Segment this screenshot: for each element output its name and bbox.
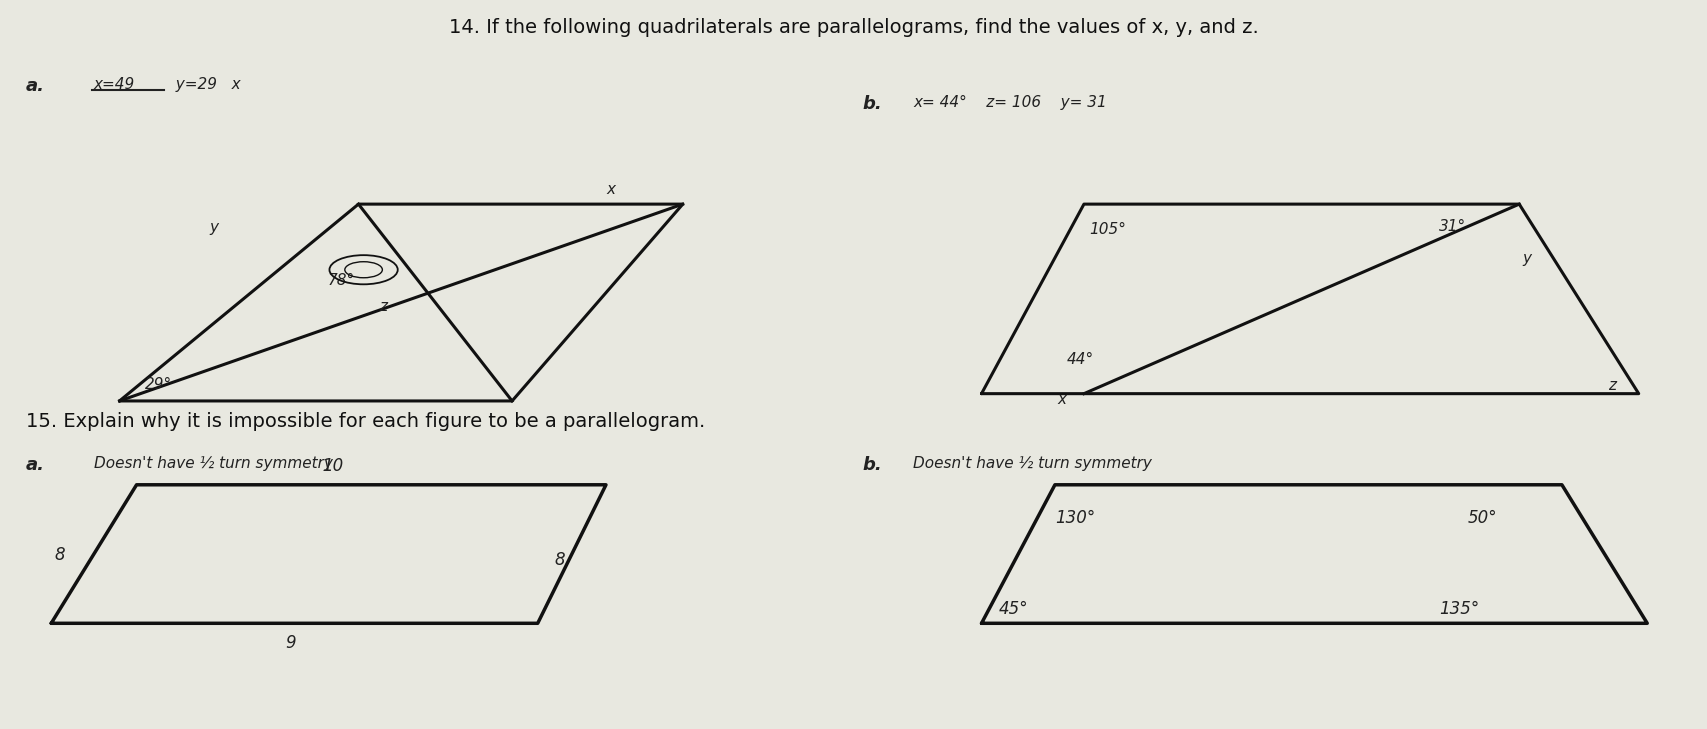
- Text: 78°: 78°: [328, 273, 355, 288]
- Text: 9: 9: [285, 634, 295, 652]
- Text: 105°: 105°: [1089, 222, 1127, 238]
- Text: y: y: [210, 220, 218, 235]
- Text: 44°: 44°: [1067, 351, 1094, 367]
- Text: y=29   x: y=29 x: [166, 77, 241, 92]
- Text: x: x: [606, 182, 615, 197]
- Text: 10: 10: [323, 457, 343, 475]
- Text: x= 44°    z= 106    y= 31: x= 44° z= 106 y= 31: [913, 95, 1108, 110]
- Text: z: z: [379, 299, 387, 314]
- Text: 8: 8: [555, 551, 565, 569]
- Text: x: x: [1058, 392, 1067, 408]
- Text: y: y: [1523, 252, 1531, 266]
- Text: 15. Explain why it is impossible for each figure to be a parallelogram.: 15. Explain why it is impossible for eac…: [26, 412, 705, 431]
- Text: 29°: 29°: [145, 377, 172, 392]
- Text: a.: a.: [26, 77, 44, 95]
- Text: 14. If the following quadrilaterals are parallelograms, find the values of x, y,: 14. If the following quadrilaterals are …: [449, 18, 1258, 37]
- Text: b.: b.: [862, 456, 883, 474]
- Text: x=49: x=49: [94, 77, 135, 92]
- Text: 130°: 130°: [1055, 509, 1096, 527]
- Text: Doesn't have ½ turn sy⁠mmetry: Doesn't have ½ turn sy⁠mmetry: [913, 456, 1152, 471]
- Text: Doesn't have ½ turn symmetry: Doesn't have ½ turn symmetry: [94, 456, 333, 471]
- Text: b.: b.: [862, 95, 883, 113]
- Text: z: z: [1608, 378, 1617, 393]
- Text: 31°: 31°: [1439, 219, 1466, 234]
- Text: 50°: 50°: [1468, 509, 1497, 527]
- Text: a.: a.: [26, 456, 44, 474]
- Text: 135°: 135°: [1439, 600, 1480, 618]
- Text: 8: 8: [55, 547, 65, 564]
- Text: 45°: 45°: [999, 600, 1028, 618]
